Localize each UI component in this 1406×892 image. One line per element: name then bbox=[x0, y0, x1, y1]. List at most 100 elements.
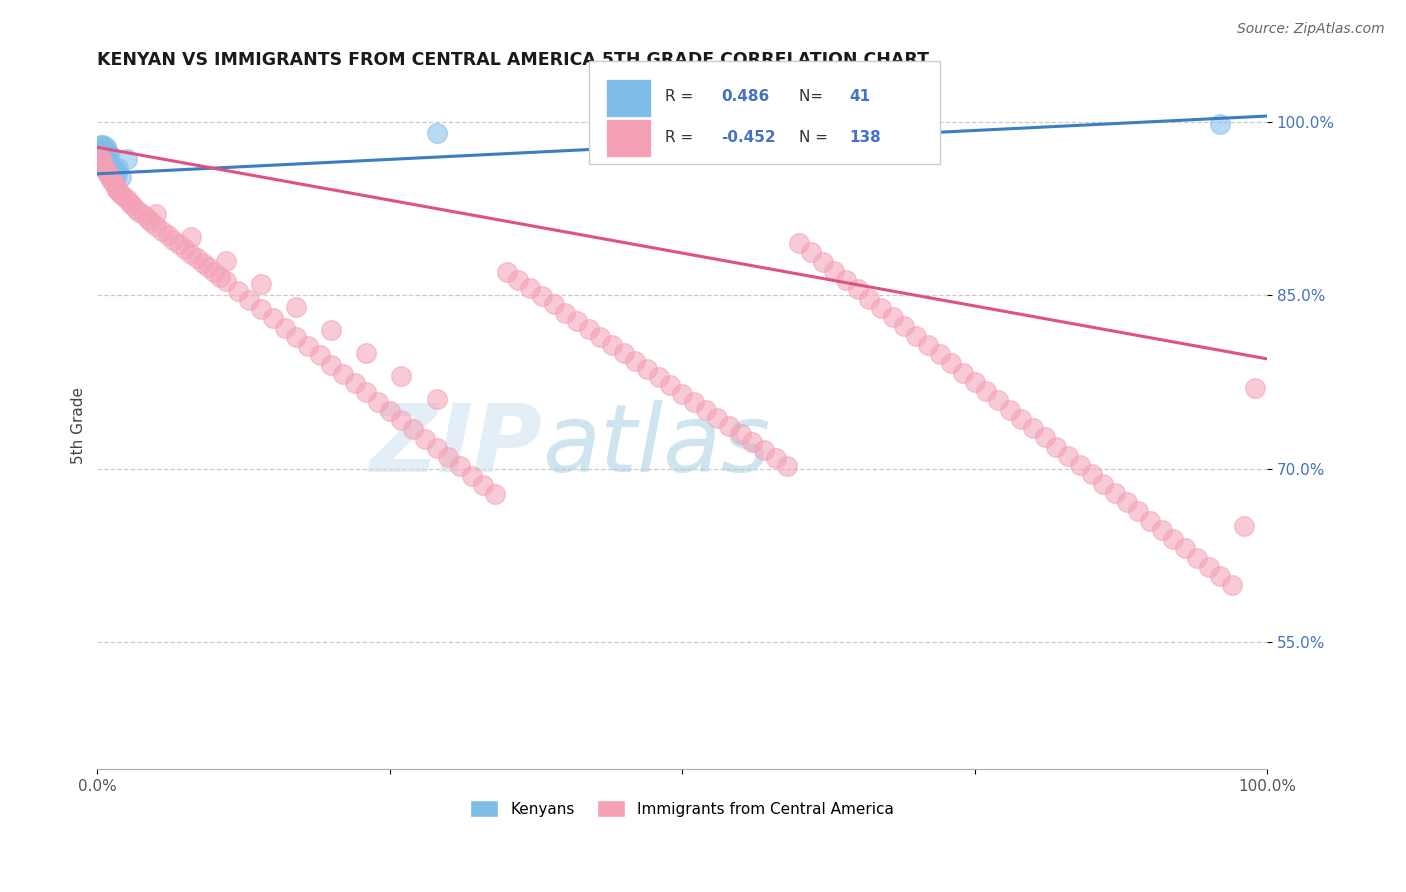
Point bbox=[107, 184, 129, 198]
Point bbox=[367, 394, 389, 409]
Point bbox=[94, 147, 117, 161]
Point bbox=[589, 330, 612, 344]
Point bbox=[1233, 519, 1256, 533]
Point bbox=[98, 147, 121, 161]
Point bbox=[93, 144, 115, 158]
Point bbox=[110, 186, 132, 201]
Point bbox=[893, 319, 915, 334]
Point bbox=[103, 176, 125, 190]
Point bbox=[1057, 449, 1080, 463]
Point bbox=[285, 330, 308, 344]
Point bbox=[91, 152, 114, 166]
Point bbox=[695, 402, 717, 417]
Point bbox=[460, 468, 482, 483]
Point bbox=[90, 152, 112, 166]
Text: R =: R = bbox=[665, 89, 697, 104]
Point bbox=[100, 159, 122, 173]
Point bbox=[103, 172, 125, 186]
Point bbox=[297, 339, 319, 353]
Point bbox=[941, 356, 963, 370]
Point bbox=[105, 167, 128, 181]
Point bbox=[145, 207, 167, 221]
Point bbox=[636, 362, 658, 376]
Point bbox=[508, 273, 530, 287]
Point bbox=[905, 328, 928, 343]
Point bbox=[472, 478, 495, 492]
Point bbox=[846, 283, 869, 297]
Y-axis label: 5th Grade: 5th Grade bbox=[72, 387, 86, 464]
Point bbox=[90, 144, 112, 158]
Point bbox=[96, 144, 118, 158]
Point bbox=[112, 189, 135, 203]
Point bbox=[94, 153, 117, 167]
Point bbox=[1198, 560, 1220, 574]
Point bbox=[98, 167, 121, 181]
Point bbox=[484, 487, 506, 501]
Point bbox=[1139, 514, 1161, 528]
Point bbox=[156, 228, 179, 243]
Point bbox=[141, 215, 163, 229]
Point bbox=[823, 264, 845, 278]
Point bbox=[100, 169, 122, 183]
Point bbox=[94, 163, 117, 178]
Point bbox=[1092, 476, 1115, 491]
Point bbox=[1022, 421, 1045, 435]
Point bbox=[1220, 578, 1243, 592]
Point bbox=[96, 166, 118, 180]
Point bbox=[91, 155, 114, 169]
Point bbox=[191, 256, 214, 270]
Point bbox=[97, 163, 120, 178]
Point bbox=[89, 149, 111, 163]
Point bbox=[800, 245, 823, 260]
Point bbox=[413, 432, 436, 446]
Point bbox=[1069, 458, 1091, 473]
Point bbox=[93, 152, 115, 166]
Point bbox=[1209, 569, 1232, 583]
Point bbox=[97, 167, 120, 181]
Point bbox=[706, 410, 728, 425]
Point bbox=[402, 422, 425, 436]
Point bbox=[613, 346, 636, 360]
Point bbox=[1244, 381, 1267, 395]
Point bbox=[134, 209, 156, 223]
Point bbox=[115, 192, 138, 206]
Point bbox=[91, 149, 114, 163]
Point bbox=[449, 459, 471, 474]
Point bbox=[262, 311, 284, 326]
Point bbox=[391, 369, 413, 384]
Point bbox=[1209, 117, 1232, 131]
Point bbox=[356, 385, 378, 400]
Point bbox=[197, 260, 219, 275]
Point bbox=[835, 273, 858, 287]
Point bbox=[870, 301, 893, 315]
Point bbox=[730, 427, 752, 442]
Bar bbox=[589, 61, 939, 164]
Point bbox=[378, 404, 401, 418]
Point bbox=[565, 314, 588, 328]
Point bbox=[97, 146, 120, 161]
Point bbox=[741, 435, 763, 450]
Point bbox=[343, 376, 366, 391]
Text: N=: N= bbox=[799, 89, 828, 104]
Point bbox=[811, 254, 834, 268]
Point bbox=[250, 302, 273, 317]
Bar bbox=[606, 120, 651, 157]
Point bbox=[105, 182, 128, 196]
Text: 41: 41 bbox=[849, 89, 870, 104]
Point bbox=[1033, 430, 1056, 444]
Point bbox=[683, 394, 706, 409]
Point bbox=[101, 171, 124, 186]
Point bbox=[98, 158, 121, 172]
Point bbox=[167, 237, 190, 252]
Point bbox=[93, 161, 115, 175]
Point bbox=[600, 338, 623, 352]
Point bbox=[519, 281, 541, 295]
Point bbox=[94, 159, 117, 173]
Point bbox=[238, 293, 260, 307]
Point bbox=[671, 386, 693, 401]
Point bbox=[97, 155, 120, 169]
Point bbox=[91, 147, 114, 161]
Point bbox=[98, 156, 121, 170]
Point bbox=[91, 158, 114, 172]
Point bbox=[98, 169, 121, 183]
